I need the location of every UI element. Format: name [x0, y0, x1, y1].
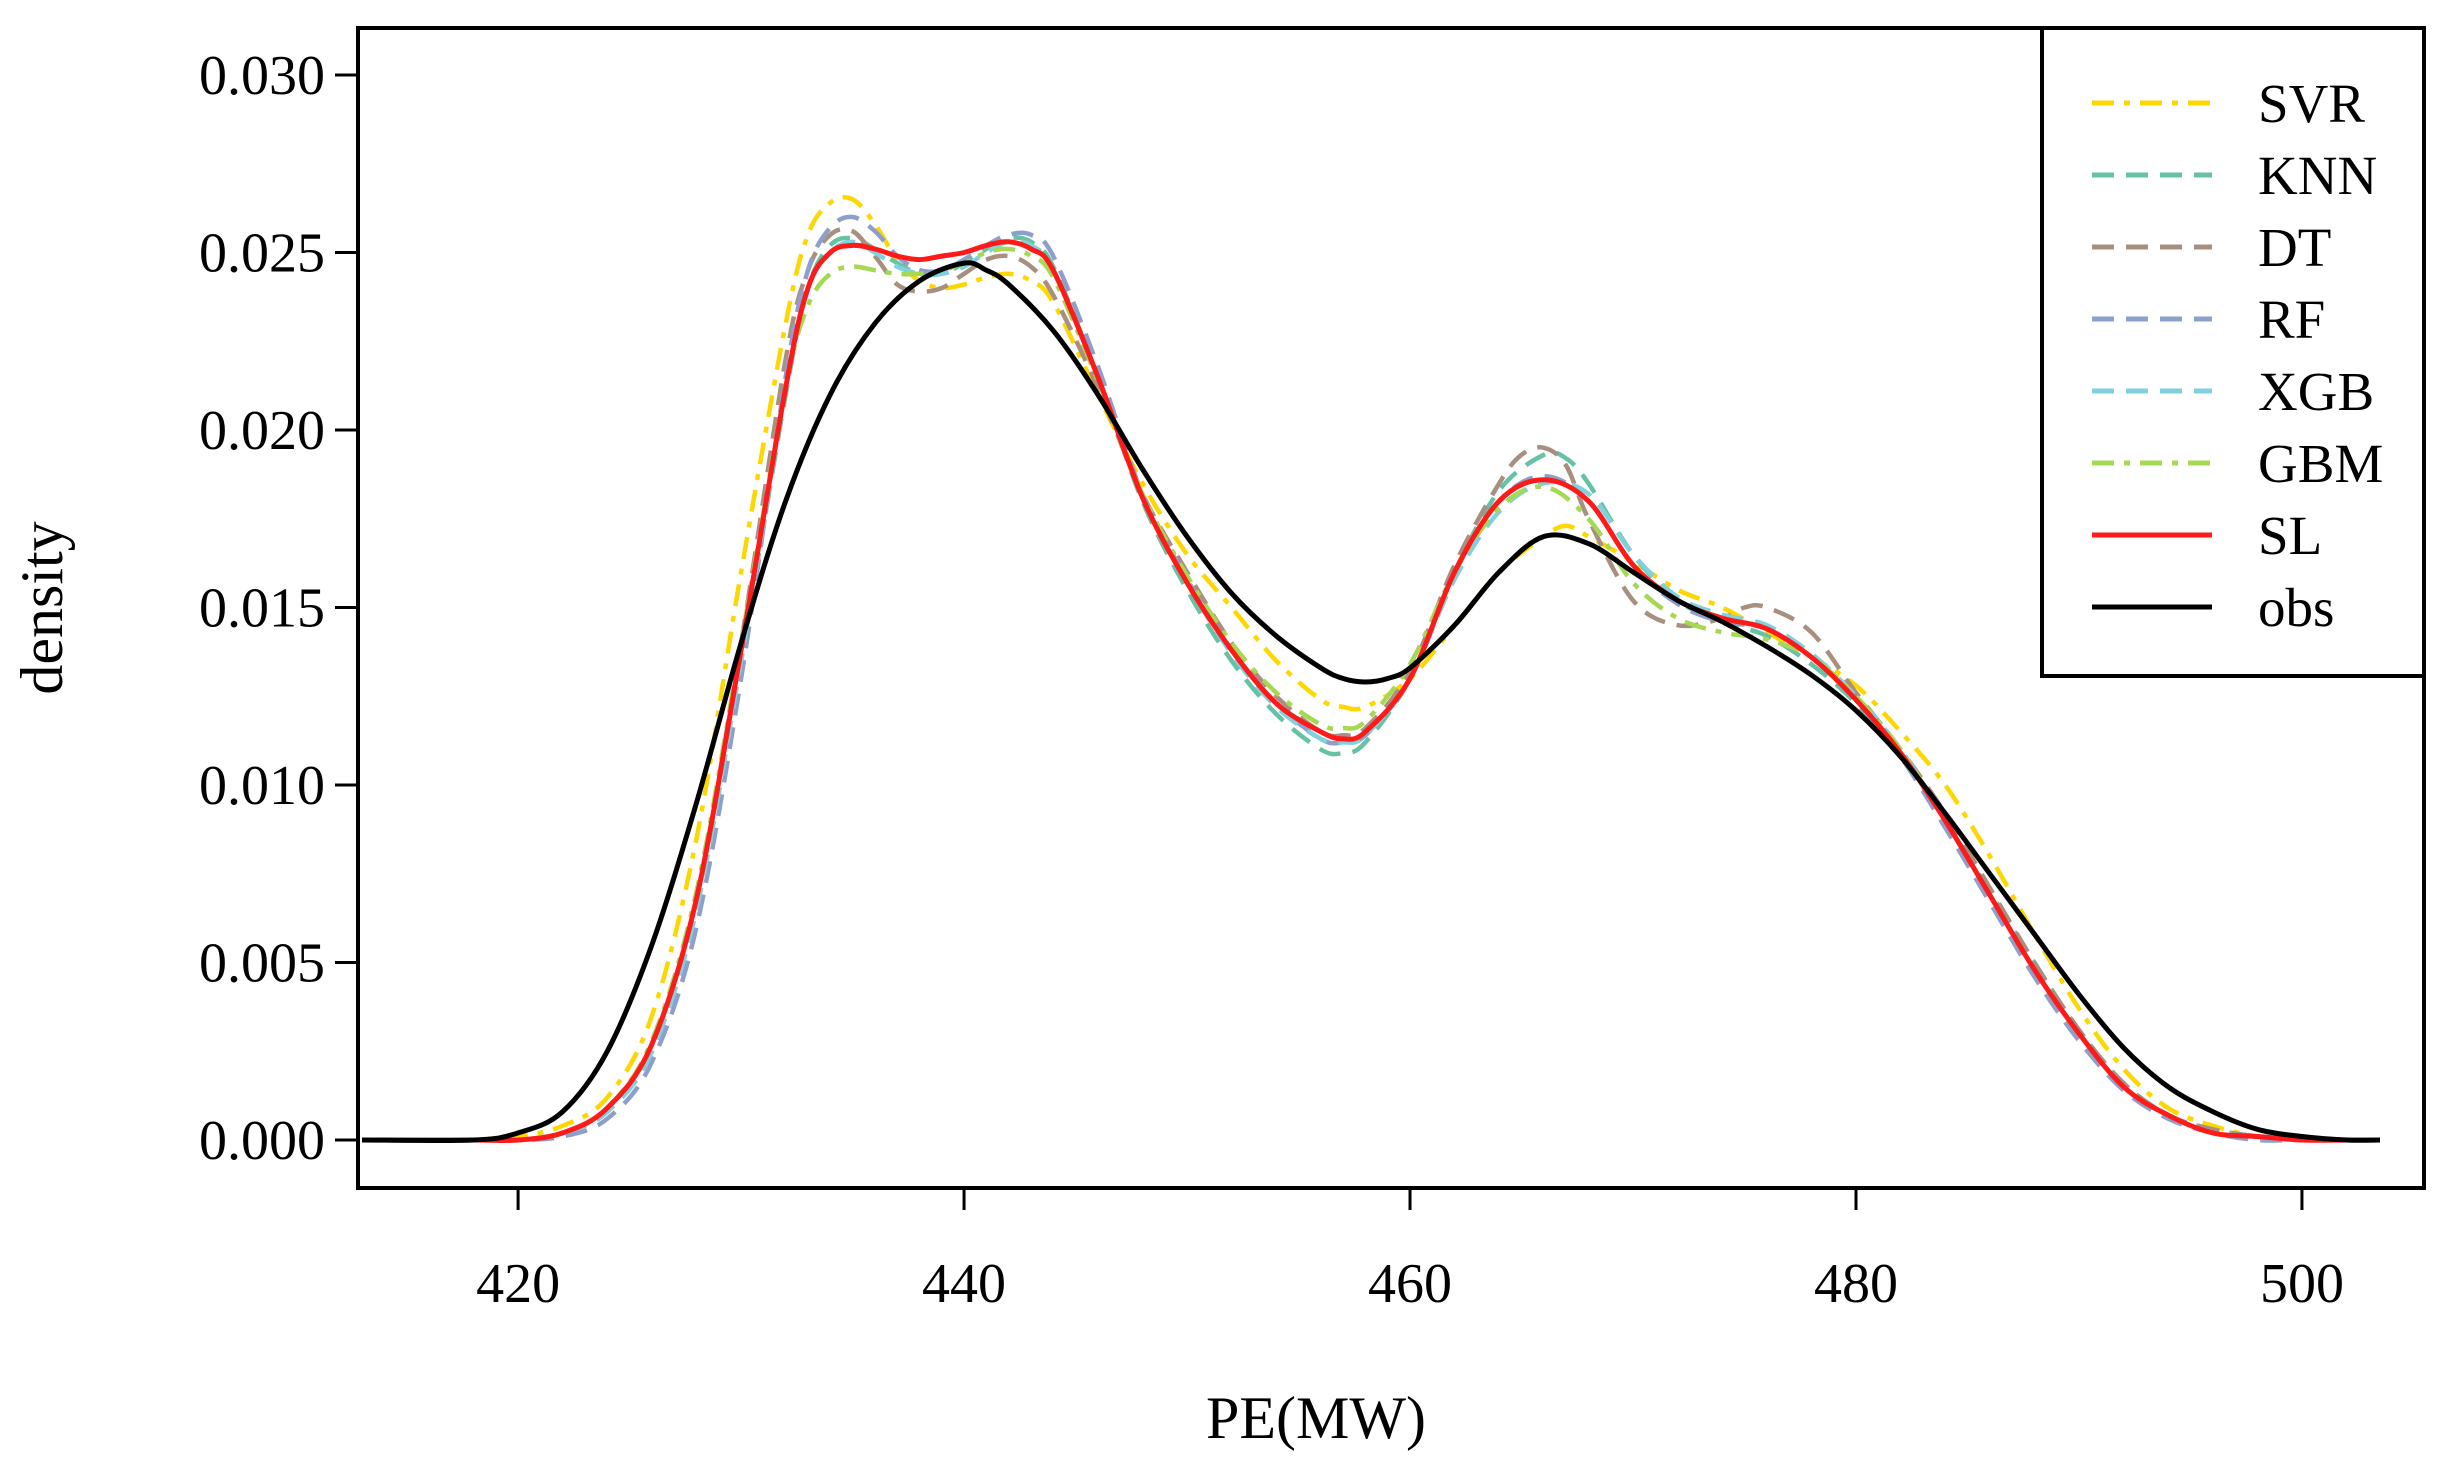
- legend-label-gbm: GBM: [2258, 433, 2383, 494]
- legend-box: [2040, 26, 2426, 678]
- y-tick-label: 0.010: [199, 755, 325, 817]
- x-tick-label: 440: [922, 1253, 1006, 1315]
- x-tick-label: 460: [1368, 1253, 1452, 1315]
- y-tick-label: 0.000: [199, 1110, 325, 1172]
- series-line-obs: [361, 260, 2381, 1144]
- series-line-svr: [361, 195, 2380, 1143]
- legend-label-sl: SL: [2258, 505, 2322, 566]
- legend-label-obs: obs: [2258, 577, 2334, 638]
- series-layer: [361, 195, 2381, 1144]
- x-tick-label: 420: [476, 1253, 560, 1315]
- legend-label-svr: SVR: [2258, 73, 2365, 134]
- y-axis-title: density: [9, 521, 75, 694]
- legend-label-dt: DT: [2258, 217, 2331, 278]
- y-tick-label: 0.025: [199, 223, 325, 285]
- y-axis: 0.000 0.005 0.010 0.015 0.020 0.025 0.030: [199, 45, 358, 1172]
- series-line-sl: [362, 239, 2380, 1144]
- legend-label-knn: KNN: [2258, 145, 2377, 206]
- legend-label-rf: RF: [2258, 289, 2325, 350]
- legend: SVR KNN DT RF XGB GBM SL obs: [2040, 26, 2426, 678]
- legend-label-xgb: XGB: [2258, 361, 2374, 422]
- y-tick-label: 0.015: [199, 578, 325, 640]
- x-axis: 420 440 460 480 500: [476, 1188, 2344, 1315]
- x-tick-label: 480: [1814, 1253, 1898, 1315]
- y-tick-label: 0.005: [199, 933, 325, 995]
- y-tick-label: 0.030: [199, 45, 325, 107]
- x-tick-label: 500: [2260, 1253, 2344, 1315]
- x-axis-title: PE(MW): [1206, 1385, 1426, 1451]
- y-tick-label: 0.020: [199, 400, 325, 462]
